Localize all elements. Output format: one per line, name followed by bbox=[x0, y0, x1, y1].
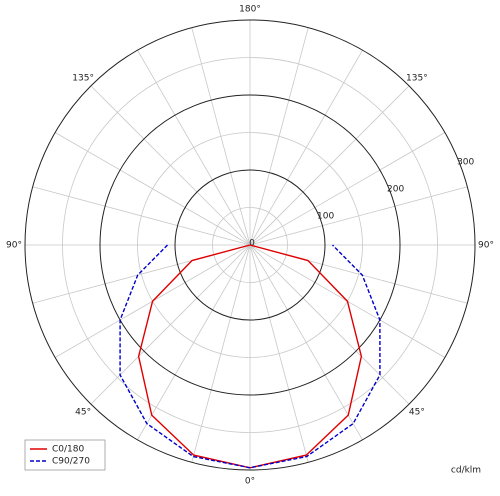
angle-label: 0° bbox=[245, 477, 255, 487]
unit-label: cd/klm bbox=[451, 466, 481, 476]
r-tick-label: 300 bbox=[457, 158, 474, 168]
minor-ring bbox=[212, 207, 288, 283]
ring bbox=[174, 169, 326, 321]
legend-label: C90/270 bbox=[52, 457, 90, 467]
r-tick-label: 0 bbox=[249, 239, 255, 249]
angle-label: 135° bbox=[406, 74, 428, 84]
angle-label: 45° bbox=[409, 407, 425, 417]
minor-ring bbox=[137, 132, 363, 358]
ring bbox=[99, 94, 401, 396]
legend: C0/180 C90/270 bbox=[24, 439, 106, 471]
r-tick-label: 200 bbox=[387, 185, 404, 195]
legend-label: C0/180 bbox=[52, 445, 84, 455]
angle-label: 180° bbox=[239, 5, 261, 15]
ring bbox=[24, 19, 476, 471]
r-tick-label: 100 bbox=[317, 211, 334, 221]
angle-label: 90° bbox=[478, 241, 494, 251]
legend-box bbox=[24, 439, 106, 471]
minor-ring bbox=[62, 57, 438, 433]
angle-label: 135° bbox=[72, 74, 94, 84]
angle-label: 90° bbox=[6, 241, 22, 251]
angle-label: 45° bbox=[75, 407, 91, 417]
series-line bbox=[119, 244, 381, 469]
